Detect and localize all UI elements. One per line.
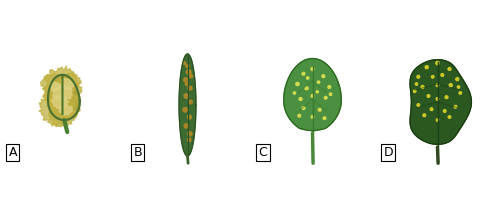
Polygon shape [425,66,428,69]
Polygon shape [311,67,314,71]
Text: D: D [384,146,393,159]
Polygon shape [188,131,192,136]
Polygon shape [436,119,439,121]
Polygon shape [48,75,80,120]
Polygon shape [305,87,308,90]
Polygon shape [323,117,326,119]
Polygon shape [432,75,434,78]
Polygon shape [60,79,74,90]
Polygon shape [186,70,191,75]
Polygon shape [39,89,74,127]
Polygon shape [311,116,314,118]
Polygon shape [186,64,189,68]
Polygon shape [183,108,188,112]
Polygon shape [49,91,80,119]
Text: A: A [8,146,17,159]
Polygon shape [454,105,457,108]
Polygon shape [421,85,424,89]
Polygon shape [188,100,192,104]
Polygon shape [190,75,193,78]
Polygon shape [294,92,296,94]
Polygon shape [52,86,72,101]
Polygon shape [183,62,186,64]
Polygon shape [48,102,78,127]
Polygon shape [448,116,451,118]
Polygon shape [299,97,302,100]
Polygon shape [40,73,66,94]
Polygon shape [449,84,452,87]
Polygon shape [188,138,191,142]
Polygon shape [436,61,440,65]
Polygon shape [441,74,444,76]
Polygon shape [459,92,462,94]
Polygon shape [444,110,446,112]
Polygon shape [417,75,420,78]
Polygon shape [456,78,459,81]
Polygon shape [184,78,188,82]
Polygon shape [59,104,72,116]
Polygon shape [329,93,332,95]
Polygon shape [415,83,418,85]
Polygon shape [51,96,68,109]
Polygon shape [50,82,62,92]
Polygon shape [188,115,192,119]
Polygon shape [184,94,188,98]
Polygon shape [59,73,82,91]
Polygon shape [179,54,196,156]
Polygon shape [322,75,325,78]
Polygon shape [448,68,451,70]
Polygon shape [42,66,82,114]
Polygon shape [430,108,433,111]
Polygon shape [302,72,305,75]
Polygon shape [445,96,448,99]
Text: C: C [258,146,267,159]
Polygon shape [296,82,299,86]
Polygon shape [427,95,430,97]
Polygon shape [423,114,426,117]
Polygon shape [184,124,188,128]
Polygon shape [458,86,460,88]
Polygon shape [306,77,309,79]
Polygon shape [318,108,321,111]
Polygon shape [328,86,330,88]
Polygon shape [436,98,439,100]
Polygon shape [311,94,314,97]
Polygon shape [302,107,305,109]
Polygon shape [436,84,439,87]
Polygon shape [298,114,301,117]
Polygon shape [317,81,320,83]
Polygon shape [188,86,192,90]
Polygon shape [186,83,188,85]
Polygon shape [324,96,327,99]
Polygon shape [417,104,420,106]
Polygon shape [414,90,416,93]
Polygon shape [284,59,342,131]
Polygon shape [316,91,318,93]
Polygon shape [410,60,472,144]
Text: B: B [134,146,142,159]
